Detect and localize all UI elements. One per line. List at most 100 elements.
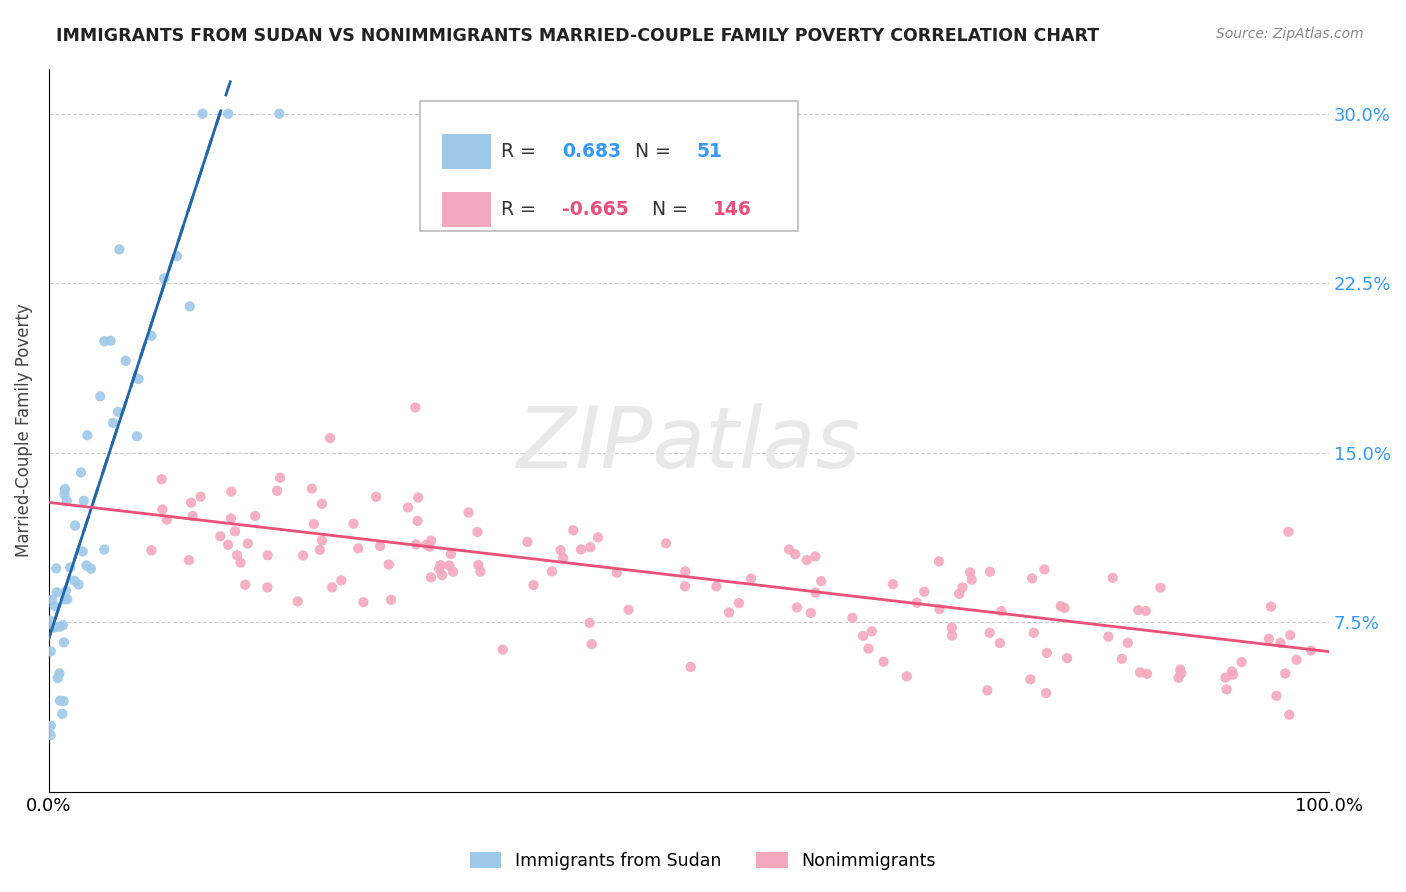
Point <box>141 543 163 558</box>
Point <box>569 542 592 557</box>
Point <box>49 693 72 707</box>
Point <box>541 564 564 578</box>
Point <box>114 354 136 368</box>
Point <box>415 538 437 552</box>
Point <box>728 596 751 610</box>
Text: Source: ZipAtlas.com: Source: ZipAtlas.com <box>1216 27 1364 41</box>
Point <box>39 728 62 742</box>
Point <box>107 405 129 419</box>
Point <box>63 518 86 533</box>
Point <box>1135 604 1157 618</box>
Point <box>321 580 343 594</box>
Point <box>405 537 427 551</box>
Point <box>180 496 202 510</box>
Text: IMMIGRANTS FROM SUDAN VS NONIMMIGRANTS MARRIED-COUPLE FAMILY POVERTY CORRELATION: IMMIGRANTS FROM SUDAN VS NONIMMIGRANTS M… <box>56 27 1099 45</box>
Point <box>236 536 259 550</box>
Point <box>233 578 256 592</box>
Point <box>1129 665 1152 680</box>
Point <box>209 529 232 543</box>
Point <box>380 592 402 607</box>
Legend: Immigrants from Sudan, Nonimmigrants: Immigrants from Sudan, Nonimmigrants <box>461 844 945 879</box>
Point <box>219 511 242 525</box>
Point <box>905 596 928 610</box>
Point <box>366 490 388 504</box>
Point <box>1215 671 1237 685</box>
Point <box>718 606 741 620</box>
Point <box>311 533 333 548</box>
Text: -0.665: -0.665 <box>562 200 628 219</box>
Point <box>492 642 515 657</box>
Point <box>330 574 353 588</box>
Point <box>1215 682 1237 697</box>
Point <box>292 549 315 563</box>
Point <box>1299 643 1322 657</box>
Point <box>224 524 246 539</box>
Point <box>948 587 970 601</box>
Point <box>76 558 98 573</box>
Point <box>101 416 124 430</box>
Point <box>226 548 249 562</box>
Text: 51: 51 <box>696 142 723 161</box>
Text: N =: N = <box>636 142 678 161</box>
Point <box>406 514 429 528</box>
Point <box>48 666 70 681</box>
Point <box>39 644 62 658</box>
Point <box>45 561 67 575</box>
Point <box>55 584 77 599</box>
Point <box>44 599 66 613</box>
Point <box>990 604 1012 618</box>
Point <box>44 620 66 634</box>
Point <box>941 629 963 643</box>
Point <box>44 620 66 634</box>
Point <box>396 500 419 515</box>
Point <box>928 554 950 568</box>
Point <box>439 558 461 573</box>
Point <box>76 428 98 442</box>
Point <box>606 566 628 580</box>
Point <box>1278 707 1301 722</box>
FancyBboxPatch shape <box>441 134 491 169</box>
Point <box>912 584 935 599</box>
Point <box>45 585 67 599</box>
Point <box>785 547 807 561</box>
Point <box>457 506 479 520</box>
Point <box>941 621 963 635</box>
Text: R =: R = <box>501 142 541 161</box>
Point <box>800 606 823 620</box>
Point <box>67 577 90 591</box>
Point <box>56 592 79 607</box>
Point <box>860 624 883 639</box>
Point <box>156 513 179 527</box>
Point <box>1021 571 1043 585</box>
Point <box>420 533 443 548</box>
Point <box>1019 673 1042 687</box>
FancyBboxPatch shape <box>420 101 797 231</box>
Point <box>896 669 918 683</box>
Point <box>1049 599 1071 613</box>
Point <box>1270 636 1292 650</box>
Point <box>141 328 163 343</box>
Point <box>53 482 76 496</box>
Point <box>952 581 974 595</box>
Text: ZIPatlas: ZIPatlas <box>517 403 860 486</box>
Point <box>882 577 904 591</box>
Point <box>427 562 450 576</box>
Point <box>308 542 330 557</box>
Point <box>1136 666 1159 681</box>
Point <box>39 614 62 628</box>
Point <box>319 431 342 445</box>
Point <box>581 637 603 651</box>
Point <box>553 551 575 566</box>
Point <box>804 549 827 564</box>
Point <box>467 524 489 539</box>
Point <box>368 539 391 553</box>
Point <box>1220 665 1243 679</box>
Text: 0.683: 0.683 <box>562 142 621 161</box>
Point <box>1033 562 1056 576</box>
Point <box>804 585 827 599</box>
Point <box>429 558 451 573</box>
Point <box>191 106 214 120</box>
Point <box>1128 603 1150 617</box>
Point <box>706 579 728 593</box>
Point <box>959 566 981 580</box>
